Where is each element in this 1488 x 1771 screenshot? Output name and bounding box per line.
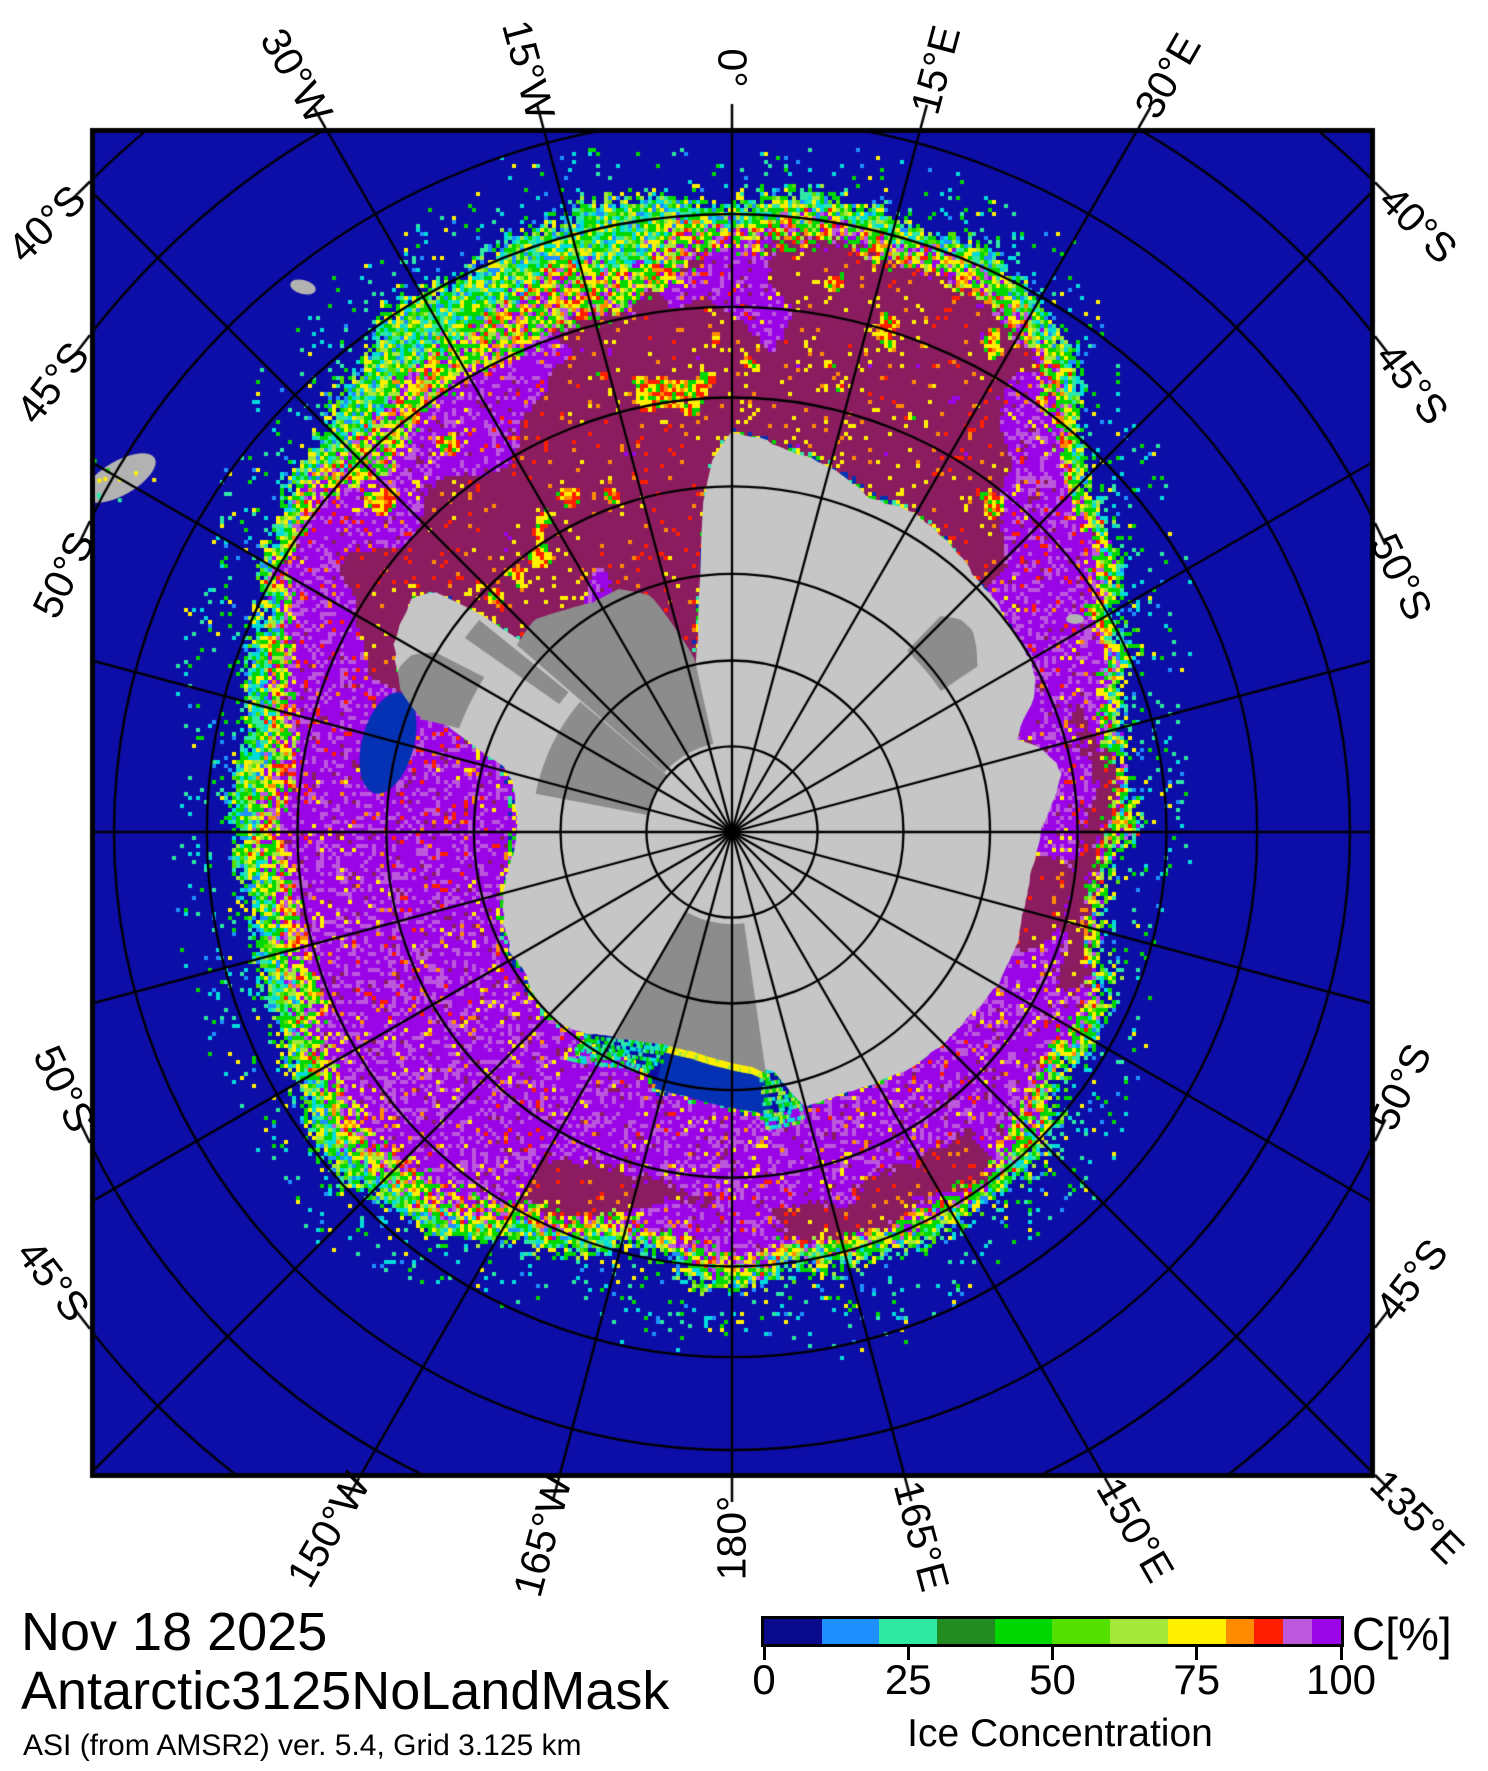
- colorbar-segment: [1052, 1619, 1111, 1644]
- colorbar-segment: [764, 1619, 822, 1644]
- colorbar-tick: [906, 1647, 910, 1660]
- colorbar-tick: [1051, 1647, 1054, 1660]
- colorbar: [761, 1616, 1344, 1647]
- colorbar-tick-label: 25: [884, 1656, 932, 1703]
- colorbar-unit-label: C[%]: [1352, 1608, 1452, 1660]
- colorbar-tick-label: 75: [1173, 1656, 1221, 1703]
- colorbar-segment: [1312, 1619, 1341, 1644]
- colorbar-segment: [879, 1619, 938, 1644]
- colorbar-segment: [937, 1619, 995, 1644]
- colorbar-segment: [821, 1619, 880, 1644]
- colorbar-segment: [1225, 1619, 1255, 1644]
- colorbar-segment: [994, 1619, 1053, 1644]
- colorbar-segment: [1283, 1619, 1313, 1644]
- colorbar-tick: [1195, 1647, 1199, 1660]
- colorbar-axis-title: Ice Concentration: [907, 1712, 1213, 1755]
- colorbar-tick: [762, 1647, 766, 1660]
- colorbar-segment: [1167, 1619, 1226, 1644]
- colorbar-tick-label: 50: [1029, 1656, 1076, 1703]
- colorbar-tick: [1339, 1647, 1343, 1660]
- lon-label: 0°: [709, 48, 756, 88]
- lon-label: 180°: [708, 1495, 755, 1581]
- colorbar-tick-label: 100: [1305, 1656, 1377, 1703]
- colorbar-segment: [1110, 1619, 1168, 1644]
- colorbar-tick-label: 0: [752, 1656, 776, 1703]
- colorbar-segment: [1254, 1619, 1284, 1644]
